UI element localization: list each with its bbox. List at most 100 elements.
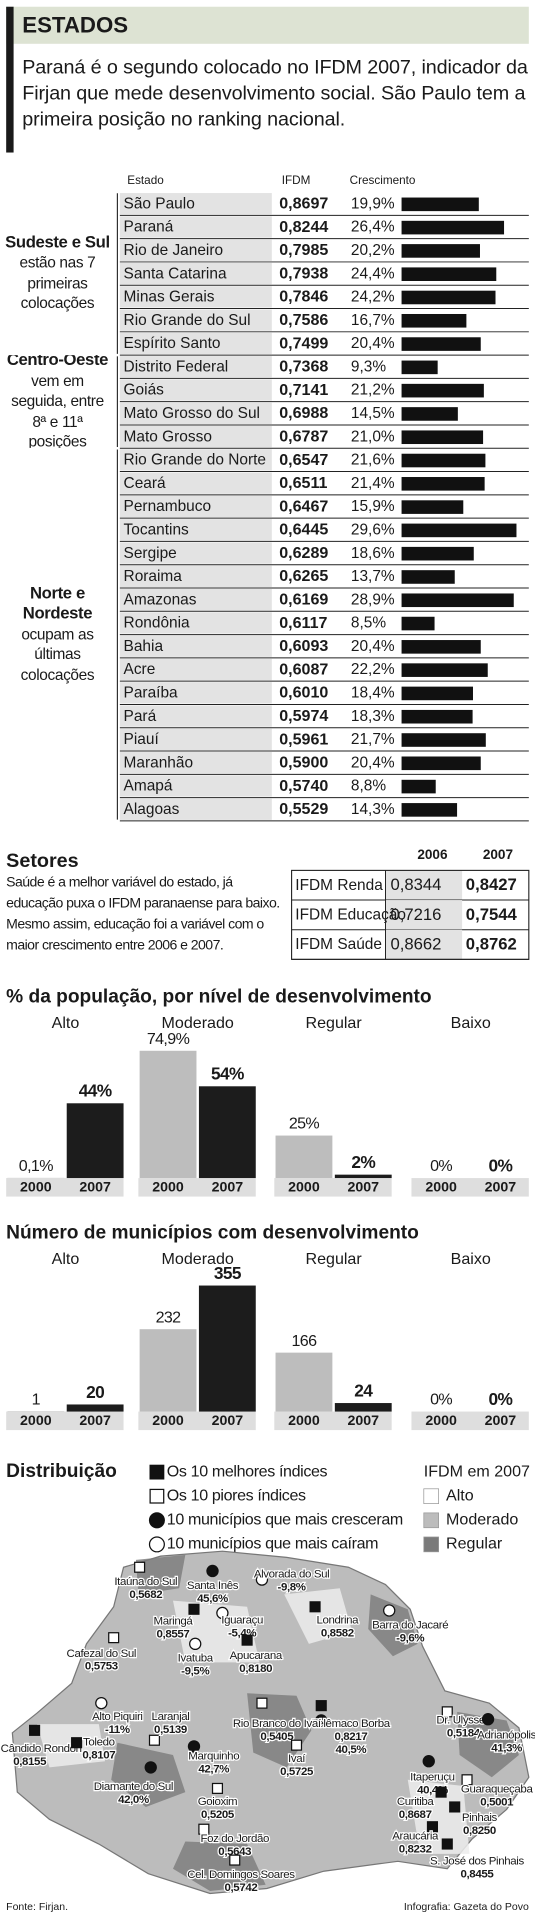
value-label: 166 [291,1332,317,1350]
state-growth: 18,6% [351,545,395,562]
bar [334,1174,392,1179]
marker-circle [144,1761,157,1774]
legend-label: Os 10 melhores índices [167,1462,328,1480]
growth-bar [401,500,464,514]
state-name: Tocantins [124,521,189,538]
state-cell [119,379,272,401]
place-name: Maringá [154,1616,194,1628]
place-value: 42,7% [198,1763,229,1775]
state-ifdm: 0,6265 [279,567,328,585]
marker-square [426,1821,439,1833]
growth-bar [401,640,481,654]
marker-circle [189,1637,202,1651]
state-growth: 22,2% [351,661,395,678]
state-ifdm: 0,5974 [279,707,328,725]
marker-square [149,1488,165,1504]
marker-square [441,1838,453,1850]
sector-2007: 0,7544 [466,905,518,924]
state-growth: 29,6% [351,521,395,538]
place-value: 0,5753 [85,1661,118,1673]
state-ifdm: 0,6547 [279,451,328,469]
year-label: 2007 [485,1180,517,1196]
group-label: Sudeste e Sul estão nas 7 primeiras coloc… [0,192,115,355]
state-ifdm: 0,7499 [279,334,328,352]
marker-square [29,1724,41,1736]
marker-square [198,1823,210,1835]
value-label: 0,1% [19,1157,53,1175]
marker-square [441,1706,453,1718]
state-cell [119,402,272,424]
marker-square [71,1737,83,1749]
place-name: Cel. Domingos Soares [187,1869,295,1881]
group-name: Regular [306,1250,363,1268]
group-name: Regular [306,1014,363,1032]
legend-swatch [423,1488,439,1504]
group-label: Norte e Nordeste ocupam as últimas coloca… [0,448,115,821]
bar [66,1404,124,1412]
state-growth: 8,5% [351,615,386,632]
marker-circle [206,1564,219,1578]
state-name: Amazonas [124,591,197,608]
state-ifdm: 0,5740 [279,777,328,795]
state-growth: 20,4% [351,754,395,771]
state-growth: 18,3% [351,708,395,725]
state-growth: 14,5% [351,405,395,422]
state-name: Bahia [124,638,164,655]
marker-circle [216,1606,229,1620]
growth-bar [401,756,481,771]
state-name: São Paulo [124,195,195,212]
sectors-text-box: Saúde é a melhor variável do estado, já … [6,875,280,953]
group-title: Sudeste e Sul [5,232,110,252]
value-label: 54% [211,1064,244,1084]
year-band [138,1411,256,1431]
sector-2006: 0,8344 [390,875,441,894]
state-ifdm: 0,8244 [279,218,328,236]
state-ifdm: 0,6787 [279,427,328,445]
bar [66,1103,124,1179]
legend-label: Moderado [446,1511,518,1529]
place-name: Iguaraçu [221,1614,263,1626]
place-value: -9,5% [181,1666,209,1678]
bar [139,1329,197,1412]
year-band [274,1411,392,1431]
place-value: -9,8% [278,1582,306,1594]
state-name: Pernambuco [124,498,212,515]
marker-square [241,1634,253,1646]
state-name: Minas Gerais [124,289,215,306]
place-name: Londrina [316,1614,359,1626]
legend-swatch [423,1536,439,1553]
place-value: 0,8455 [460,1868,494,1880]
map-title: Distribuição [6,1461,117,1482]
state-cell [119,472,272,494]
state-growth: 14,3% [351,801,395,818]
place-name: Araucária [392,1831,439,1843]
ifdm-legend-title: IFDM em 2007 [424,1462,530,1480]
bar [198,1086,256,1179]
place-value: 0,5205 [201,1809,235,1821]
state-ifdm: 0,7586 [279,311,328,329]
place-name: Pinhais [462,1812,498,1824]
place-value: 0,5139 [154,1724,187,1736]
year-label: 2000 [288,1413,320,1429]
growth-bar [401,686,473,701]
place-value: 0,5725 [280,1766,314,1778]
state-growth: 9,3% [351,358,386,375]
place-name: Barra do Jacaré [372,1619,448,1631]
year-label: 2000 [152,1180,184,1196]
state-name: Santa Catarina [124,265,227,282]
header-text: Paraná é o segundo colocado no IFDM 2007… [22,57,528,131]
state-ifdm: 0,7141 [279,381,328,399]
marker-square [309,1601,321,1613]
place-value: 0,8582 [321,1627,354,1639]
place-name: Curitiba [397,1796,435,1808]
year-band [6,1178,124,1197]
value-label: 24 [354,1380,373,1400]
year-label: 2000 [152,1413,184,1429]
state-name: Espírito Santo [124,335,221,352]
marker-square [256,1697,268,1709]
state-name: Ceará [124,475,166,492]
state-ifdm: 0,6010 [279,684,328,702]
header-bar [6,6,14,153]
